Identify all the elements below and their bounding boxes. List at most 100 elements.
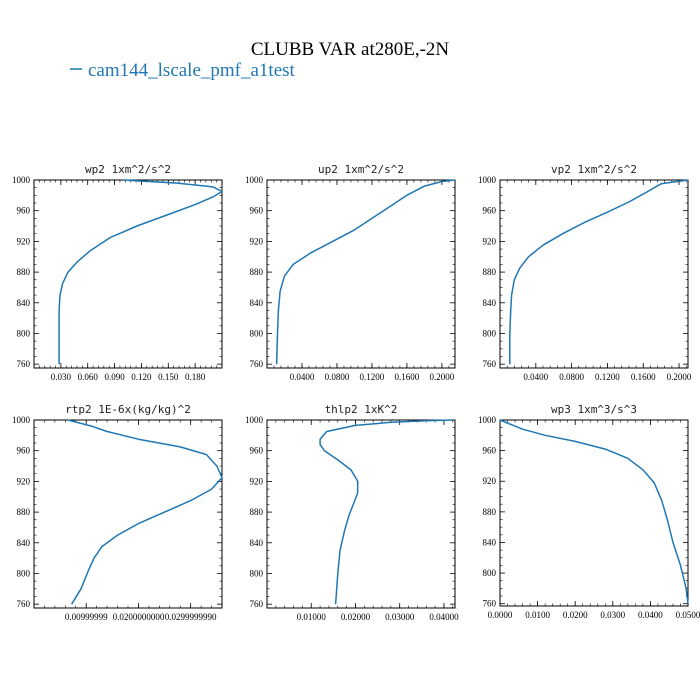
x-tick-label: 0.120 [131, 372, 152, 382]
panel-3: vp2 1xm^2/s^2 760 800 840 880 920 960 1000 0.040… [478, 163, 692, 382]
x-tick-label: 0.01000 [297, 612, 327, 622]
y-tick-label: 1000 [478, 415, 497, 425]
series-line [499, 419, 689, 604]
y-tick-label: 960 [17, 446, 31, 456]
figure-legend: cam144_lscale_pmf_a1test [70, 60, 296, 81]
y-tick-label: 920 [250, 476, 264, 486]
y-tick-label: 800 [483, 568, 497, 578]
panel-title: vp2 1xm^2/s^2 [551, 163, 637, 176]
y-tick-label: 760 [483, 359, 497, 369]
x-tick-label: 0.03000 [385, 612, 415, 622]
y-tick-label: 960 [483, 446, 497, 456]
y-tick-label: 1000 [12, 415, 31, 425]
y-tick-label: 1000 [12, 175, 31, 185]
x-tick-label: 0.0800 [559, 372, 584, 382]
x-tick-label: 0.1600 [631, 372, 656, 382]
y-tick-label: 1000 [478, 175, 497, 185]
x-tick-label: 0.1600 [395, 372, 420, 382]
x-tick-label: 0.00999999 [65, 612, 108, 622]
x-tick-label: 0.2000 [667, 372, 692, 382]
y-tick-label: 920 [483, 476, 497, 486]
panel-title: rtp2 1E-6x(kg/kg)^2 [65, 403, 191, 416]
y-tick-label: 880 [17, 507, 31, 517]
panel-6: wp3 1xm^3/s^3 760 800 840 880 920 960 1000 0.000… [478, 403, 700, 620]
y-tick-label: 800 [250, 328, 264, 338]
y-tick-label: 880 [17, 267, 31, 277]
y-tick-label: 1000 [245, 415, 264, 425]
y-tick-label: 840 [250, 538, 264, 548]
series-line [275, 179, 456, 365]
x-tick-label: 0.0400 [638, 610, 663, 620]
x-tick-label: 0.1200 [360, 372, 385, 382]
plot-frame [33, 179, 223, 369]
series-line [67, 419, 223, 605]
panel-2: up2 1xm^2/s^2 760 800 840 880 920 960 1000 0.040… [245, 163, 456, 382]
legend-label: cam144_lscale_pmf_a1test [88, 60, 296, 81]
y-tick-label: 840 [483, 298, 497, 308]
x-tick-label: 0.150 [158, 372, 179, 382]
x-tick-label: 0.0500 [676, 610, 700, 620]
x-tick-label: 0.0100 [525, 610, 550, 620]
plot-frame [499, 179, 689, 369]
y-tick-label: 960 [250, 206, 264, 216]
y-tick-label: 760 [483, 599, 497, 609]
x-tick-label: 0.0200 [563, 610, 588, 620]
y-tick-label: 920 [483, 236, 497, 246]
series-line [509, 179, 689, 365]
panel-grid: wp2 1xm^2/s^2 760 800 840 880 920 960 1000 0.030… [12, 163, 700, 622]
x-tick-label: 0.04000 [429, 612, 459, 622]
y-tick-label: 920 [17, 476, 31, 486]
y-tick-label: 760 [17, 599, 31, 609]
y-tick-label: 880 [483, 507, 497, 517]
y-tick-label: 840 [250, 298, 264, 308]
y-tick-label: 760 [250, 599, 264, 609]
y-tick-label: 1000 [245, 175, 264, 185]
panel-4: rtp2 1E-6x(kg/kg)^2 760 800 840 880 920 960 100… [12, 403, 223, 622]
x-tick-label: 0.0299999990 [165, 612, 217, 622]
panel-title: wp2 1xm^2/s^2 [85, 163, 171, 176]
y-tick-label: 920 [17, 236, 31, 246]
y-tick-label: 880 [250, 507, 264, 517]
y-tick-label: 800 [483, 328, 497, 338]
y-tick-label: 840 [17, 538, 31, 548]
y-tick-label: 800 [17, 328, 31, 338]
x-tick-label: 0.030 [51, 372, 72, 382]
x-tick-label: 0.02000 [341, 612, 371, 622]
x-tick-label: 0.1200 [595, 372, 620, 382]
y-tick-label: 880 [483, 267, 497, 277]
panel-title: up2 1xm^2/s^2 [318, 163, 404, 176]
panel-title: wp3 1xm^3/s^3 [551, 403, 637, 416]
x-tick-label: 0.0300 [600, 610, 625, 620]
x-tick-label: 0.0400 [290, 372, 315, 382]
series-line [58, 179, 223, 365]
y-tick-label: 960 [483, 206, 497, 216]
y-tick-label: 800 [250, 568, 264, 578]
plot-frame [266, 419, 456, 609]
panel-5: thlp2 1xK^2 760 800 840 880 920 960 1000 0.01000… [245, 403, 459, 622]
plot-frame [266, 179, 456, 369]
x-tick-label: 0.0800 [325, 372, 350, 382]
y-tick-label: 760 [250, 359, 264, 369]
figure-title: CLUBB VAR at280E,-2N [251, 39, 450, 60]
x-tick-label: 0.2000 [430, 372, 455, 382]
y-tick-label: 960 [17, 206, 31, 216]
x-tick-label: 0.0200000000 [113, 612, 165, 622]
y-tick-label: 760 [17, 359, 31, 369]
x-tick-label: 0.090 [104, 372, 125, 382]
panel-1: wp2 1xm^2/s^2 760 800 840 880 920 960 1000 0.030… [12, 163, 223, 382]
panel-title: thlp2 1xK^2 [325, 403, 398, 416]
x-tick-label: 0.180 [185, 372, 206, 382]
y-tick-label: 960 [250, 446, 264, 456]
plot-frame [499, 419, 689, 607]
y-tick-label: 920 [250, 236, 264, 246]
y-tick-label: 840 [17, 298, 31, 308]
plot-frame [33, 419, 223, 609]
y-tick-label: 800 [17, 568, 31, 578]
y-tick-label: 880 [250, 267, 264, 277]
y-tick-label: 840 [483, 537, 497, 547]
x-tick-label: 0.060 [78, 372, 99, 382]
series-line [319, 419, 453, 605]
x-tick-label: 0.0400 [523, 372, 548, 382]
x-tick-label: 0.0000 [488, 610, 513, 620]
